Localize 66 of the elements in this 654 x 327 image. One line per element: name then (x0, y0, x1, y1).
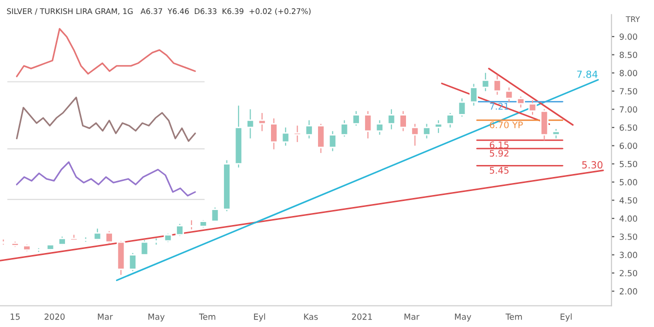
candlestick (281, 126, 290, 146)
candlestick (352, 110, 360, 126)
ref-line-label: 5.92 (490, 150, 508, 157)
x-tick-label: Tem (506, 314, 522, 320)
y-tick-label: 6.50 (620, 124, 638, 131)
y-tick-label: 3.50 (620, 234, 638, 240)
candlestick (540, 108, 549, 141)
candlestick (375, 120, 384, 136)
x-tick-label: Mar (98, 314, 113, 320)
candlestick (434, 120, 443, 134)
candlestick (176, 223, 184, 236)
candlestick (410, 123, 420, 146)
candlestick (328, 130, 337, 152)
ref-line-label: 6.15 (490, 141, 509, 148)
x-tick-label: Mar (404, 314, 420, 320)
y-tick-label: 6.00 (620, 142, 638, 149)
y-tick-label: 5.00 (620, 179, 638, 186)
y-tick-label: 2.00 (620, 288, 638, 294)
y-tick-label: 4.00 (620, 215, 638, 222)
x-tick-label: Tem (198, 314, 216, 320)
series-label: 7.84 (577, 70, 598, 78)
y-tick-label: 8.00 (620, 70, 638, 76)
candlestick (293, 125, 302, 143)
y-tick-label: 3.00 (620, 252, 638, 258)
candlestick (481, 72, 490, 92)
candlestick (140, 240, 149, 256)
candlestick (128, 252, 137, 272)
x-tick-label: Kas (304, 314, 318, 320)
y-tick-label: 7.00 (620, 106, 638, 113)
candlestick (422, 123, 431, 139)
candlestick (270, 118, 278, 150)
x-tick-label: 2021 (352, 314, 372, 320)
y-tick-label: 2.50 (620, 270, 638, 276)
x-tick-label: 15 (10, 314, 20, 320)
y-tick-label: 9.00 (620, 34, 638, 40)
candlestick (387, 108, 396, 130)
candlestick (504, 86, 514, 103)
ref-line-label: 6.70 YP (490, 121, 523, 128)
candlestick (493, 74, 502, 96)
candlestick (552, 128, 560, 139)
candlestick (446, 112, 454, 128)
candlestick (246, 108, 255, 139)
y-tick-label: 4.50 (620, 197, 638, 204)
candlestick (398, 110, 408, 132)
x-tick-label: May (148, 314, 165, 322)
candlestick (304, 120, 314, 139)
candlestick (340, 120, 349, 138)
candlestick (528, 100, 537, 116)
y-tick-label: 5.50 (620, 160, 638, 168)
series-label: 5.30 (582, 161, 602, 169)
x-tick-label: May (455, 314, 472, 322)
x-tick-label: Eyl (254, 313, 266, 322)
candlestick (516, 96, 525, 108)
x-tick-label: Eyl (560, 313, 572, 322)
candlestick (93, 228, 102, 241)
candlestick (458, 98, 466, 118)
candlestick (316, 123, 326, 154)
candlestick (210, 206, 220, 223)
x-tick-label: 2020 (44, 314, 65, 320)
candlestick (364, 110, 372, 139)
ref-line-label: 5.45 (490, 167, 509, 174)
candlestick (104, 230, 114, 244)
y-tick-label: 8.50 (620, 52, 638, 58)
y-tick-label: 7.50 (620, 88, 638, 94)
candlestick (470, 83, 478, 106)
candlestick (258, 112, 266, 132)
